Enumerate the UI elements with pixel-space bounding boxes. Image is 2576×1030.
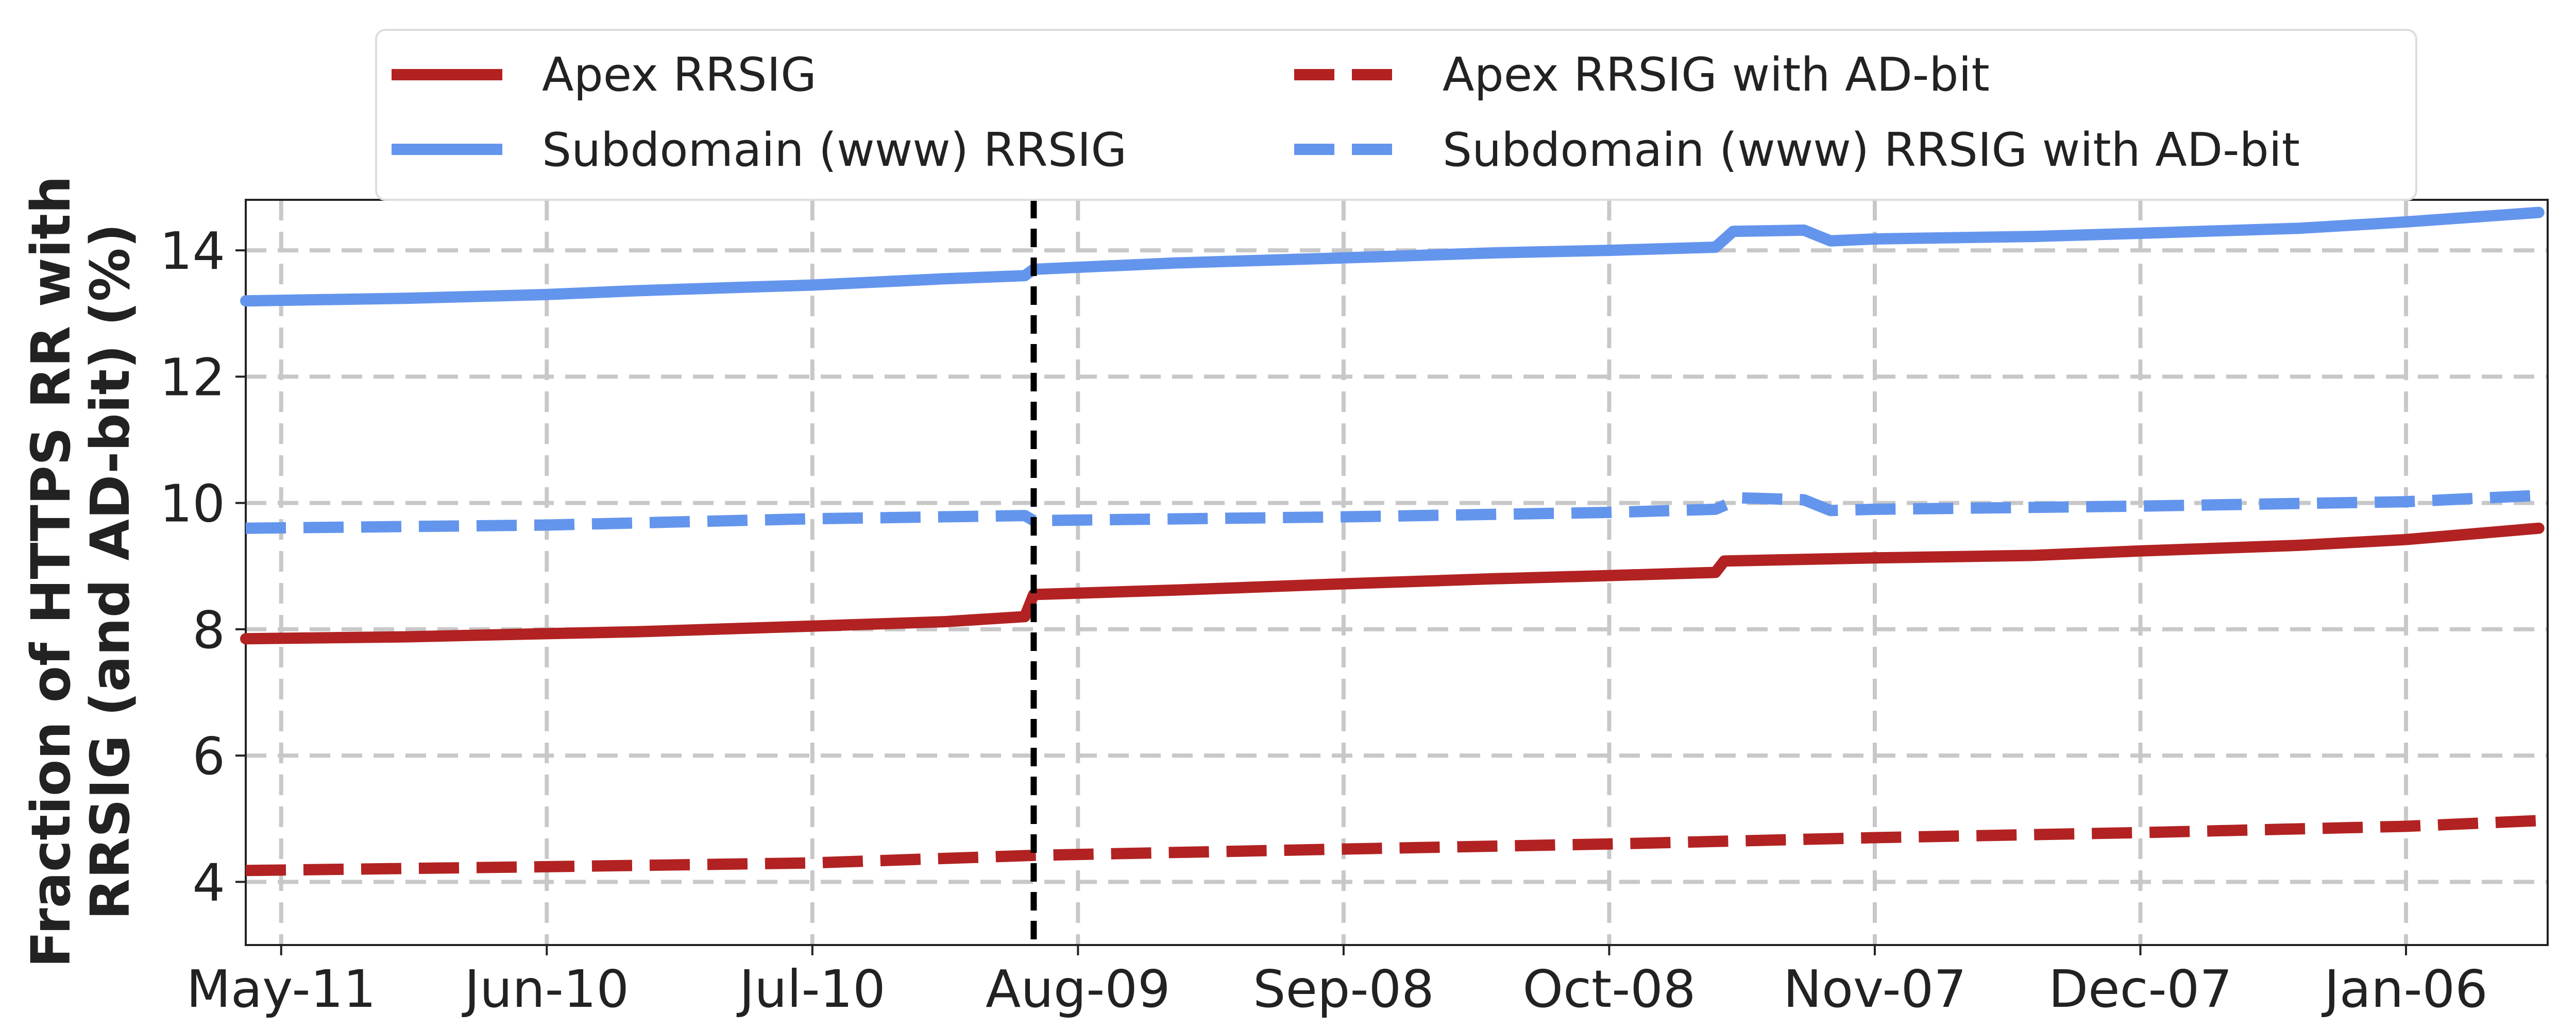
x-tick-label: Dec-07 (2048, 959, 2232, 1019)
y-tick-label: 8 (192, 600, 225, 660)
x-tick-label: Jan-06 (2321, 959, 2487, 1019)
x-tick-label: Jun-10 (461, 959, 629, 1019)
legend-label-apex-rrsig: Apex RRSIG (542, 48, 817, 102)
y-tick-label: 14 (160, 221, 225, 281)
tick-labels: May-11 Jun-10 Jul-10 Aug-09 Sep-08 Oct-08 Nov-… (160, 221, 2488, 1019)
series-line-apex-rrsig-with-ad-bit (245, 815, 2539, 877)
y-axis-label: Fraction of HTTPS RR with RRSIG (and AD-… (20, 176, 142, 968)
x-tick-label: May-11 (187, 959, 376, 1019)
legend-label-subdomain-rrsig-ad: Subdomain (www) RRSIG with AD-bit (1443, 123, 2300, 177)
x-tick-label: Aug-09 (986, 959, 1171, 1019)
plot-frame (245, 199, 2549, 946)
series-line-subdomain-www-rrsig (240, 207, 2545, 307)
y-tick-label: 12 (160, 347, 225, 407)
x-tick-label: Nov-07 (1783, 959, 1967, 1019)
x-tick-label: Oct-08 (1522, 959, 1696, 1019)
legend-label-subdomain-rrsig: Subdomain (www) RRSIG (542, 123, 1127, 177)
series-line-apex-rrsig (240, 522, 2545, 645)
series-line-subdomain-www-rrsig-with-ad-bit (245, 489, 2539, 534)
y-tick-label: 10 (160, 474, 225, 534)
y-tick-label: 4 (192, 852, 225, 913)
y-axis-label-line-1: Fraction of HTTPS RR with (20, 176, 82, 968)
legend-label-apex-rrsig-ad: Apex RRSIG with AD-bit (1443, 48, 1990, 102)
series-group (240, 200, 2545, 945)
legend: Apex RRSIG Subdomain (www) RRSIG Apex RR… (375, 29, 2417, 201)
x-tick-label: Sep-08 (1253, 959, 1434, 1019)
x-tick-label: Jul-10 (736, 959, 886, 1019)
y-axis-label-line-2: RRSIG (and AD-bit) (%) (79, 224, 142, 920)
grid (246, 200, 2548, 945)
y-tick-label: 6 (192, 726, 225, 786)
legend-frame (375, 29, 2417, 201)
